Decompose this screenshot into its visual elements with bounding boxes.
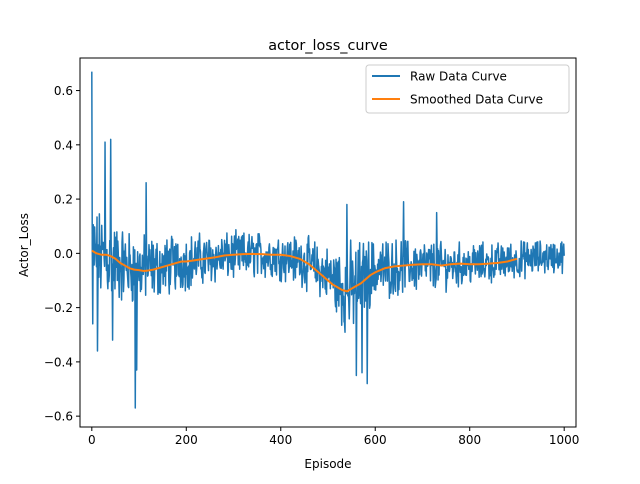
y-tick-label: 0.2 bbox=[54, 193, 73, 207]
y-tick-label: −0.4 bbox=[44, 355, 73, 369]
legend: Raw Data Curve Smoothed Data Curve bbox=[365, 64, 570, 114]
y-tick-label: 0.6 bbox=[54, 84, 73, 98]
chart-title: actor_loss_curve bbox=[268, 38, 388, 54]
axes: 0 200 400 600 800 1000 −0.6 −0.4 −0.2 0.0 0.2 0.4 0.… bbox=[44, 57, 580, 447]
y-tick-label: 0.4 bbox=[54, 138, 73, 152]
x-tick-label: 200 bbox=[175, 433, 198, 447]
x-tick-label: 400 bbox=[269, 433, 292, 447]
plot-area bbox=[91, 71, 565, 409]
x-tick-label: 1000 bbox=[549, 433, 580, 447]
y-tick-label: 0.0 bbox=[54, 247, 73, 261]
x-tick-label: 800 bbox=[458, 433, 481, 447]
legend-label: Raw Data Curve bbox=[410, 70, 507, 84]
raw-data-curve-line bbox=[91, 71, 565, 409]
legend-label: Smoothed Data Curve bbox=[410, 93, 543, 107]
y-tick-label: −0.6 bbox=[44, 410, 73, 424]
axes-frame bbox=[79, 57, 577, 428]
smoothed-data-curve-line bbox=[91, 249, 518, 293]
x-tick-label: 600 bbox=[364, 433, 387, 447]
legend-box bbox=[365, 64, 570, 114]
y-tick-label: −0.2 bbox=[44, 301, 73, 315]
y-axis-label: Actor_Loss bbox=[17, 213, 31, 277]
x-axis-label: Episode bbox=[304, 457, 351, 471]
x-tick-label: 0 bbox=[88, 433, 96, 447]
